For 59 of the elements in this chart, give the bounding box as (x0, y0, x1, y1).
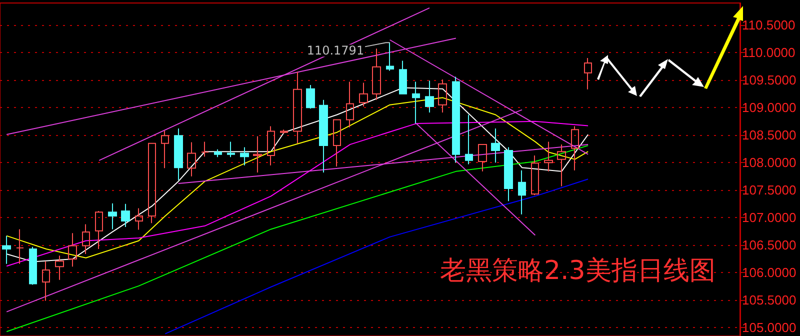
candlestick (491, 128, 500, 164)
candlestick (531, 154, 539, 196)
candlestick (2, 235, 11, 264)
candlestick (16, 228, 24, 264)
candlestick (135, 208, 143, 230)
candlestick (425, 80, 434, 114)
candlestick (319, 99, 328, 174)
candlestick (544, 141, 553, 172)
candlestick (518, 170, 526, 215)
y-tick-label: 109.0000 (742, 100, 796, 116)
candlestick (201, 141, 209, 158)
candlestick (584, 58, 592, 90)
candlestick (333, 119, 341, 167)
candlestick (465, 114, 473, 165)
candlestick (386, 42, 394, 72)
candlestick (359, 82, 368, 107)
y-tick-label: 110.0000 (742, 45, 796, 60)
candlestick (108, 202, 117, 230)
candlestick (557, 144, 566, 187)
candlestick (42, 260, 50, 302)
y-tick-label: 110.5000 (742, 18, 796, 33)
candlestick (214, 148, 222, 158)
candlestick (346, 81, 354, 128)
candlestick (253, 136, 262, 174)
candlestick (293, 71, 302, 144)
candlestick (95, 210, 103, 250)
candlestick (412, 81, 420, 124)
candlestick (280, 129, 288, 134)
y-tick-label: 105.5000 (742, 292, 796, 308)
candlestick (187, 142, 196, 177)
candlestick (227, 141, 235, 158)
candlestick (267, 126, 275, 166)
y-tick-label: 107.0000 (742, 210, 796, 226)
candlestick (240, 146, 249, 166)
candlestick (571, 126, 579, 171)
candlestick (306, 84, 315, 110)
candlestick (399, 60, 407, 94)
y-tick-label: 109.5000 (742, 72, 796, 88)
candlestick (68, 232, 77, 268)
candlestick (55, 255, 64, 280)
candlestick (372, 48, 381, 100)
candlestick (29, 246, 37, 286)
y-tick-label: 106.0000 (742, 265, 796, 280)
candlestick (174, 128, 183, 181)
y-tick-label: 108.0000 (742, 155, 796, 170)
candlestick (161, 130, 169, 169)
y-tick-label: 107.5000 (742, 182, 796, 198)
text: 老黑策略2.3美指日线图 (440, 256, 716, 286)
candlestick (121, 203, 130, 228)
y-tick-label: 105.0000 (742, 320, 796, 336)
candlestick (478, 144, 487, 172)
candlestick (452, 76, 460, 164)
candlestick (148, 142, 156, 224)
y-tick-label: 108.5000 (742, 128, 796, 143)
candlestick (438, 79, 447, 114)
y-tick-label: 106.5000 (742, 238, 796, 253)
candlestick (504, 146, 513, 202)
annotation: 110.1791 (306, 44, 364, 58)
candlestick (82, 224, 90, 254)
